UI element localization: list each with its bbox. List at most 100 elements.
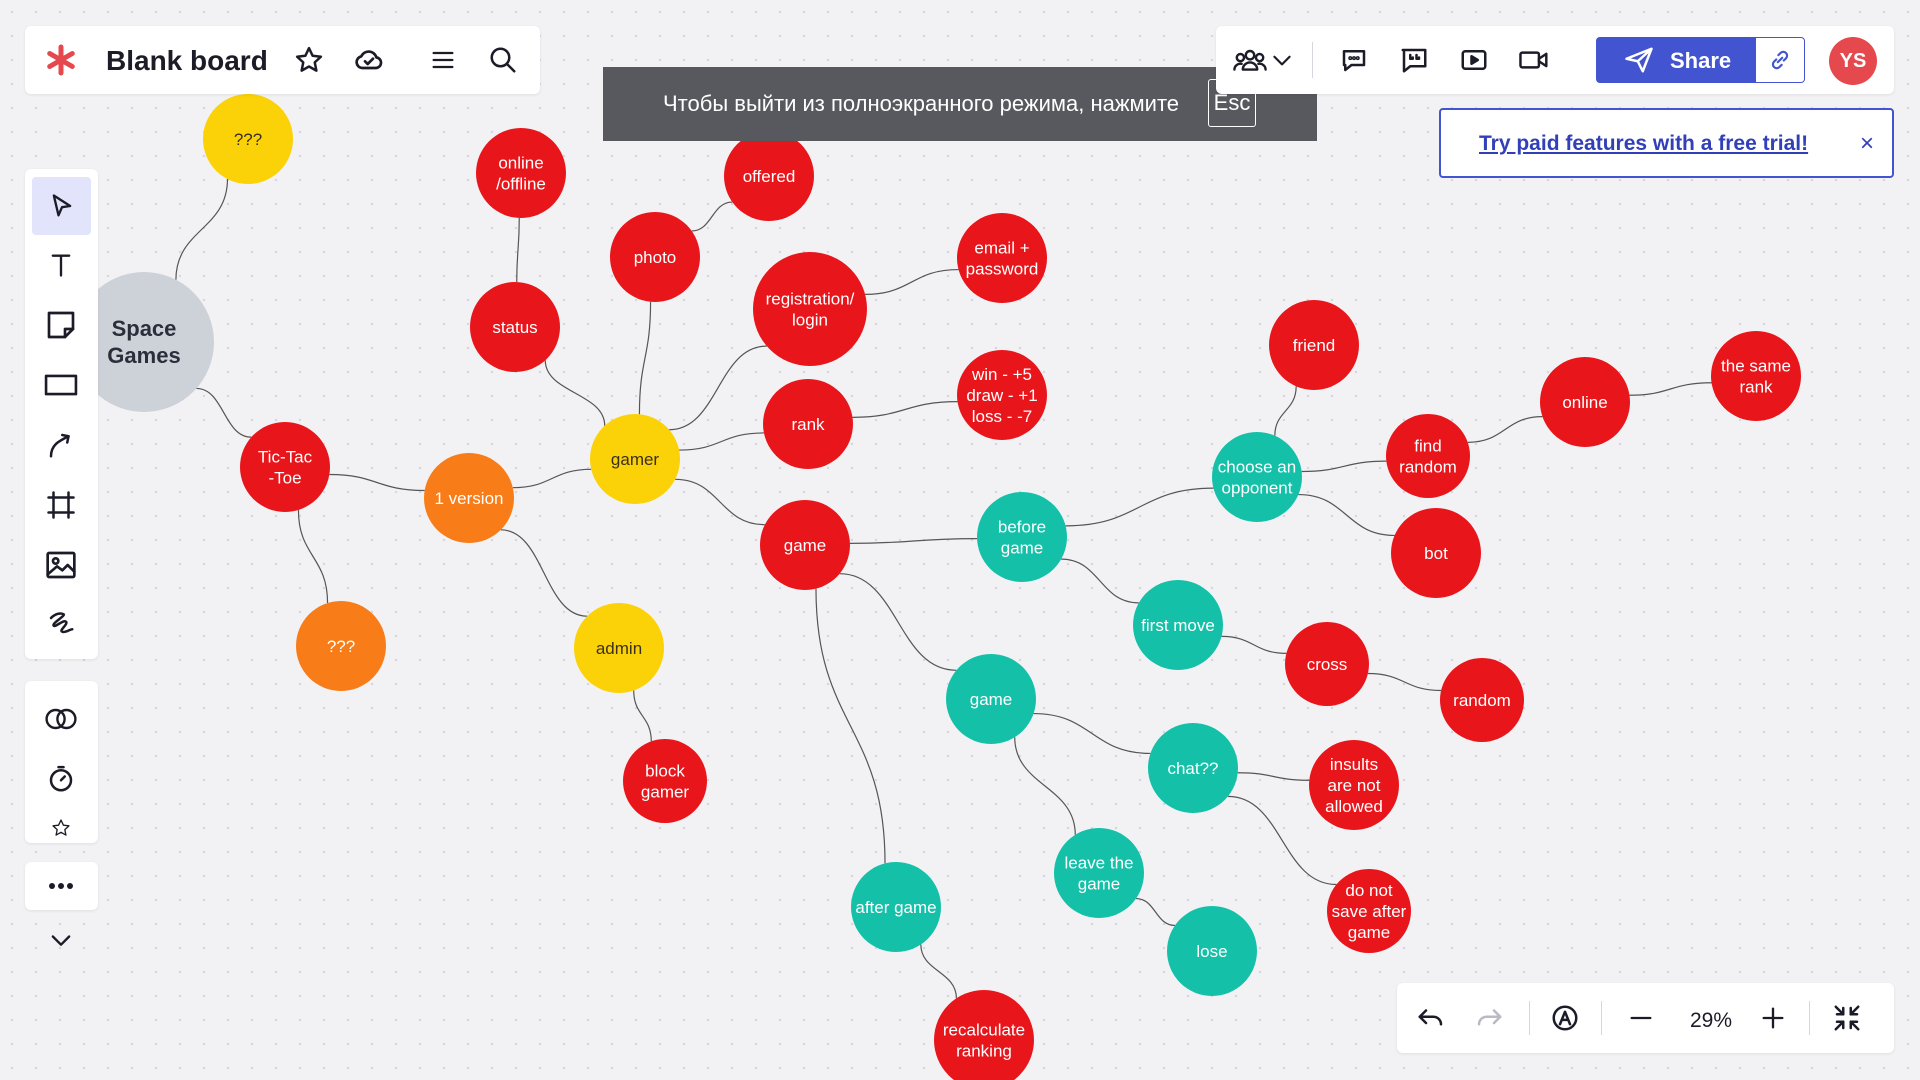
- favorite-apps-icon[interactable]: [39, 813, 83, 843]
- mindmap-connector[interactable]: [1301, 460, 1387, 473]
- mindmap-node-circle[interactable]: [610, 212, 700, 302]
- mindmap-node-random[interactable]: random: [1440, 658, 1524, 742]
- frame-tool-icon[interactable]: [39, 483, 83, 527]
- sticky-note-icon[interactable]: [39, 303, 83, 347]
- mindmap-node-offered[interactable]: offered: [724, 131, 814, 221]
- timer-icon[interactable]: [39, 757, 83, 801]
- mindmap-node-circle[interactable]: [1711, 331, 1801, 421]
- mindmap-node-circle[interactable]: [957, 213, 1047, 303]
- copy-link-button[interactable]: [1756, 38, 1804, 82]
- redo-icon[interactable]: [1467, 996, 1511, 1040]
- more-tools-icon[interactable]: [39, 864, 83, 908]
- mindmap-node-circle[interactable]: [1391, 508, 1481, 598]
- close-icon[interactable]: ×: [1859, 130, 1874, 157]
- mindmap-node-q1[interactable]: ???: [203, 94, 293, 184]
- present-icon[interactable]: [1452, 38, 1496, 82]
- mindmap-node-circle[interactable]: [957, 350, 1047, 440]
- mindmap-node-circle[interactable]: [74, 272, 214, 412]
- mindmap-connector[interactable]: [638, 301, 652, 415]
- mindmap-node-online[interactable]: online: [1540, 357, 1630, 447]
- mindmap-connector[interactable]: [1467, 416, 1543, 443]
- menu-icon[interactable]: [421, 38, 465, 82]
- pen-tool-icon[interactable]: [39, 601, 83, 645]
- reactions-icon[interactable]: [1392, 38, 1436, 82]
- mindmap-connector[interactable]: [1274, 386, 1297, 436]
- mindmap-node-gamer[interactable]: gamer: [590, 414, 680, 504]
- mindmap-node-circle[interactable]: [476, 128, 566, 218]
- mindmap-node-circle[interactable]: [1285, 622, 1369, 706]
- collapse-toolbar-icon[interactable]: [39, 918, 83, 962]
- user-avatar[interactable]: YS: [1829, 37, 1877, 85]
- mindmap-connector[interactable]: [329, 473, 425, 492]
- mindmap-node-rank[interactable]: rank: [763, 379, 853, 469]
- mindmap-connector[interactable]: [852, 401, 958, 418]
- mindmap-node-circle[interactable]: [1054, 828, 1144, 918]
- exit-fullscreen-icon[interactable]: [1825, 996, 1869, 1040]
- mindmap-node-circle[interactable]: [296, 601, 386, 691]
- mindmap-connector[interactable]: [1227, 795, 1337, 886]
- mindmap-node-circle[interactable]: [724, 131, 814, 221]
- mindmap-node-leave[interactable]: leave the game: [1054, 828, 1144, 918]
- free-trial-link[interactable]: Try paid features with a free trial!: [1479, 132, 1809, 155]
- mindmap-node-choose[interactable]: choose an opponent: [1212, 432, 1302, 522]
- mindmap-node-circle[interactable]: [240, 422, 330, 512]
- mindmap-connector[interactable]: [1237, 772, 1310, 781]
- text-tool-icon[interactable]: [39, 243, 83, 287]
- mindmap-node-samerank[interactable]: the same rank: [1711, 331, 1801, 421]
- collaborators-icon[interactable]: [1228, 38, 1272, 82]
- mindmap-node-chat[interactable]: chat??: [1148, 723, 1238, 813]
- templates-icon[interactable]: [39, 697, 83, 741]
- mindmap-node-circle[interactable]: [1540, 357, 1630, 447]
- mindmap-node-circle[interactable]: [760, 500, 850, 590]
- mindmap-node-reg[interactable]: registration/login: [753, 252, 867, 366]
- mindmap-connector[interactable]: [633, 690, 652, 742]
- mindmap-node-v1[interactable]: 1 version: [424, 453, 514, 543]
- undo-icon[interactable]: [1409, 996, 1453, 1040]
- mindmap-node-circle[interactable]: [977, 492, 1067, 582]
- mindmap-connector[interactable]: [815, 588, 886, 864]
- mindmap-connector[interactable]: [1135, 897, 1176, 927]
- mindmap-node-friend[interactable]: friend: [1269, 300, 1359, 390]
- mindmap-node-after[interactable]: after game: [851, 862, 941, 952]
- mindmap-connector[interactable]: [849, 538, 978, 544]
- mindmap-node-q2[interactable]: ???: [296, 601, 386, 691]
- star-icon[interactable]: [287, 38, 331, 82]
- mindmap-node-circle[interactable]: [851, 862, 941, 952]
- mindmap-node-circle[interactable]: [623, 739, 707, 823]
- mindmap-node-circle[interactable]: [1440, 658, 1524, 742]
- mindmap-connector[interactable]: [175, 179, 229, 280]
- mindmap-node-firstmove[interactable]: first move: [1133, 580, 1223, 670]
- mindmap-connector[interactable]: [865, 268, 959, 295]
- mindmap-node-circle[interactable]: [1133, 580, 1223, 670]
- mindmap-connector[interactable]: [1367, 672, 1442, 692]
- mindmap-node-circle[interactable]: [424, 453, 514, 543]
- search-icon[interactable]: [481, 38, 525, 82]
- zoom-out-icon[interactable]: [1619, 996, 1663, 1040]
- mindmap-connector[interactable]: [512, 468, 592, 489]
- mindmap-node-circle[interactable]: [1148, 723, 1238, 813]
- board-title[interactable]: Blank board: [106, 45, 268, 76]
- mindmap-node-lose[interactable]: lose: [1167, 906, 1257, 996]
- mindmap-node-circle[interactable]: [763, 379, 853, 469]
- chevron-down-icon[interactable]: [1264, 38, 1300, 82]
- mindmap-node-recalc[interactable]: recalculate ranking: [934, 990, 1034, 1080]
- mindmap-connector[interactable]: [1014, 737, 1076, 835]
- mindmap-node-donotsave[interactable]: do not save after game: [1327, 869, 1411, 953]
- mindmap-node-circle[interactable]: [1212, 432, 1302, 522]
- mindmap-node-circle[interactable]: [470, 282, 560, 372]
- mindmap-node-admin[interactable]: admin: [574, 603, 664, 693]
- cloud-saved-icon[interactable]: [347, 38, 391, 82]
- mindmap-node-circle[interactable]: [1269, 300, 1359, 390]
- mindmap-node-winloss[interactable]: win - +5 draw - +1 loss - -7: [957, 350, 1047, 440]
- share-button[interactable]: Share: [1596, 37, 1805, 83]
- mindmap-node-game1[interactable]: game: [760, 500, 850, 590]
- mindmap-node-root[interactable]: Space Games: [74, 272, 214, 412]
- mindmap-node-bot[interactable]: bot: [1391, 508, 1481, 598]
- mindmap-connector[interactable]: [544, 360, 606, 426]
- mindmap-node-circle[interactable]: [574, 603, 664, 693]
- mindmap-node-circle[interactable]: [946, 654, 1036, 744]
- mindmap-node-circle[interactable]: [1167, 906, 1257, 996]
- mindmap-node-status[interactable]: status: [470, 282, 560, 372]
- mindmap-connector[interactable]: [1065, 487, 1214, 527]
